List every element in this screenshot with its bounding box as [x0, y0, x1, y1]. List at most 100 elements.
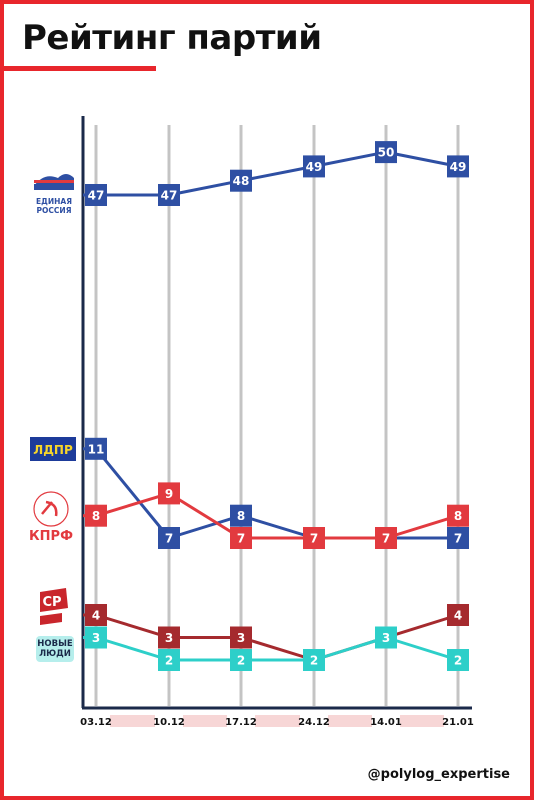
- data-point: 49: [303, 155, 325, 178]
- point-marker: [158, 527, 180, 549]
- data-label: 49: [306, 160, 323, 174]
- data-point: 3: [158, 626, 180, 649]
- flag-stripe: [34, 184, 74, 187]
- point-marker: [85, 437, 107, 460]
- point-marker: [375, 527, 397, 549]
- page-title: Рейтинг партий: [22, 18, 322, 58]
- data-label: 2: [165, 654, 173, 668]
- data-point: 9: [158, 482, 180, 505]
- data-point: 3: [230, 626, 252, 649]
- data-label: 50: [378, 146, 395, 160]
- data-point: 2: [303, 649, 325, 671]
- data-point: 2: [230, 649, 252, 671]
- point-marker: [230, 504, 252, 527]
- sr-logo: СР: [40, 588, 68, 625]
- data-label: 7: [382, 532, 390, 546]
- data-point: 4: [85, 604, 107, 626]
- data-label: 11: [88, 442, 105, 456]
- tick-band: [183, 715, 227, 727]
- new-people-icon: [36, 636, 74, 662]
- point-marker: [85, 184, 107, 206]
- data-point: 3: [375, 626, 397, 649]
- data-point: 2: [158, 649, 180, 671]
- data-label: 48: [233, 174, 250, 188]
- data-label: 47: [88, 189, 105, 203]
- data-label: 2: [310, 654, 318, 668]
- point-marker: [375, 626, 397, 649]
- data-label: 8: [237, 509, 245, 523]
- kprf-ring: [33, 491, 69, 527]
- series-line: [94, 447, 458, 540]
- new-people-logo: НОВЫЕ ЛЮДИ: [36, 636, 74, 662]
- point-marker: [375, 141, 397, 164]
- series-line: [95, 491, 459, 540]
- point-marker: [447, 649, 469, 671]
- data-label: 2: [454, 654, 462, 668]
- party-logo-text: КПРФ: [29, 529, 73, 544]
- data-point: 4: [447, 604, 469, 626]
- chart-markers: 4747484950491178777897778433234322232: [85, 141, 469, 671]
- data-point: 7: [158, 527, 180, 549]
- x-tick-label: 03.12: [80, 717, 112, 728]
- sr-flag-base: [40, 613, 62, 625]
- data-label: 7: [237, 532, 245, 546]
- data-label: 4: [454, 609, 462, 623]
- point-marker: [303, 155, 325, 178]
- title-underline: [4, 66, 156, 71]
- data-label: 8: [92, 509, 100, 523]
- tick-band: [255, 715, 300, 727]
- data-label: 9: [165, 487, 173, 501]
- tick-band: [400, 715, 444, 727]
- data-point: 50: [375, 141, 397, 164]
- point-marker: [303, 527, 325, 549]
- data-point: 47: [85, 184, 107, 206]
- data-point: 48: [230, 169, 252, 192]
- point-marker: [230, 649, 252, 671]
- data-point: 2: [447, 649, 469, 671]
- data-point: 7: [230, 527, 252, 549]
- data-point: 49: [447, 155, 469, 178]
- party-logos: ЕДИНАЯ РОССИЯ ЛДПР КПРФ СР НОВЫЕ ЛЮДИ: [29, 174, 76, 662]
- chart-grid: [94, 125, 460, 706]
- point-marker: [447, 504, 469, 527]
- point-marker: [230, 527, 252, 549]
- data-point: 8: [230, 504, 252, 527]
- data-label: 8: [454, 509, 462, 523]
- point-marker: [85, 626, 107, 649]
- data-point: 8: [447, 504, 469, 527]
- chart-axis: [81, 116, 472, 710]
- x-tick-label: 10.12: [153, 717, 185, 728]
- point-marker: [158, 184, 180, 206]
- point-marker: [230, 626, 252, 649]
- data-point: 7: [375, 527, 397, 549]
- x-tick-label: 21.01: [442, 717, 474, 728]
- party-logo-text: НОВЫЕ ЛЮДИ: [37, 639, 73, 659]
- data-point: 7: [303, 527, 325, 549]
- data-label: 3: [92, 631, 100, 645]
- data-label: 2: [237, 654, 245, 668]
- data-label: 7: [310, 532, 318, 546]
- point-marker: [158, 649, 180, 671]
- data-point: 3: [85, 626, 107, 649]
- series-line: [96, 150, 459, 197]
- x-tick-label: 24.12: [298, 717, 330, 728]
- tick-band: [110, 715, 155, 727]
- x-tick-labels: 03.12 10.12 17.12 24.12 14.01 21.01: [80, 715, 474, 728]
- point-marker: [447, 155, 469, 178]
- data-label: 47: [161, 189, 178, 203]
- party-logo-text: ЛДПР: [33, 443, 73, 457]
- point-marker: [303, 649, 325, 671]
- tick-band: [328, 715, 372, 727]
- ldpr-logo: ЛДПР: [30, 437, 76, 461]
- data-point: 47: [158, 184, 180, 206]
- data-label: 49: [450, 160, 467, 174]
- party-logo-text: СР: [42, 595, 61, 610]
- point-marker: [230, 169, 252, 192]
- data-label: 7: [165, 532, 173, 546]
- kprf-logo: КПРФ: [29, 491, 73, 544]
- point-marker: [447, 604, 469, 626]
- data-label: 7: [454, 532, 462, 546]
- author-handle: @polylog_expertise: [367, 767, 510, 782]
